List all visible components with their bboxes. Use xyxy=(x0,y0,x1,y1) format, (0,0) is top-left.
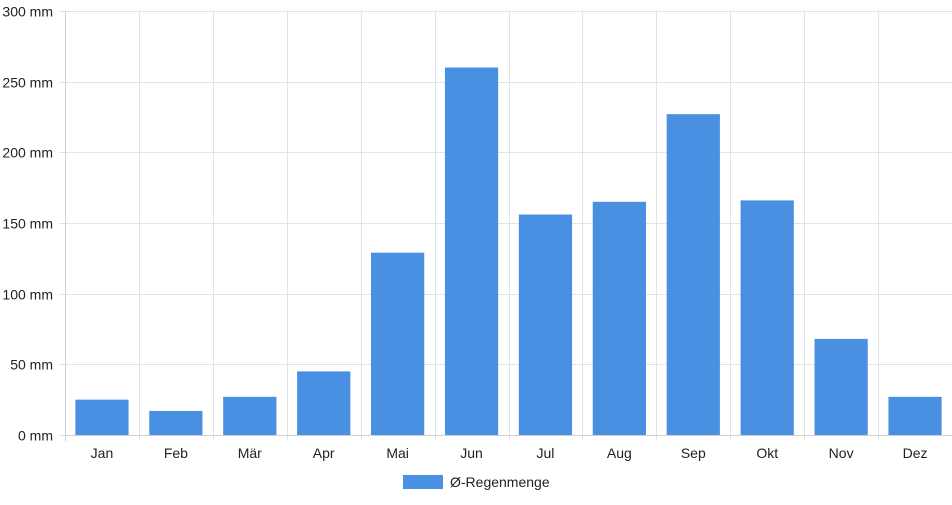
bar-nov[interactable] xyxy=(814,338,868,435)
x-tick-label: Okt xyxy=(756,445,778,461)
legend-label: Ø-Regenmenge xyxy=(450,474,550,490)
y-tick-label: 250 mm xyxy=(2,75,53,91)
y-tick-label: 100 mm xyxy=(2,287,53,303)
bar-jul[interactable] xyxy=(518,214,573,435)
bar-aug[interactable] xyxy=(592,201,646,435)
x-tick-label: Jul xyxy=(537,445,555,461)
y-tick-label: 200 mm xyxy=(2,145,53,161)
y-tick-label: 150 mm xyxy=(2,216,53,232)
bar-dez[interactable] xyxy=(888,396,942,435)
y-tick-label: 300 mm xyxy=(2,4,53,20)
legend[interactable]: Ø-Regenmenge xyxy=(403,474,550,490)
bar-okt[interactable] xyxy=(740,200,794,435)
x-tick-label: Apr xyxy=(313,445,335,461)
bar-mär[interactable] xyxy=(223,396,277,435)
x-tick-label: Jun xyxy=(460,445,483,461)
x-tick-label: Jan xyxy=(91,445,114,461)
y-tick-label: 0 mm xyxy=(18,428,53,444)
bar-jan[interactable] xyxy=(75,399,129,435)
x-tick-label: Aug xyxy=(607,445,632,461)
y-tick-label: 50 mm xyxy=(10,357,53,373)
x-tick-label: Mai xyxy=(386,445,409,461)
bars xyxy=(75,67,942,436)
grid xyxy=(59,11,952,441)
x-tick-label: Mär xyxy=(238,445,262,461)
x-tick-label: Feb xyxy=(164,445,188,461)
x-tick-label: Dez xyxy=(903,445,928,461)
legend-swatch xyxy=(403,475,443,489)
x-tick-label: Sep xyxy=(681,445,706,461)
axes: 0 mm 50 mm 100 mm 150 mm 200 mm 250 mm 300 mm J… xyxy=(2,4,952,461)
bar-apr[interactable] xyxy=(297,371,351,435)
bar-sep[interactable] xyxy=(666,114,720,436)
bar-jun[interactable] xyxy=(444,67,499,435)
x-tick-label: Nov xyxy=(829,445,854,461)
bar-feb[interactable] xyxy=(149,410,203,435)
bar-mai[interactable] xyxy=(371,252,425,435)
